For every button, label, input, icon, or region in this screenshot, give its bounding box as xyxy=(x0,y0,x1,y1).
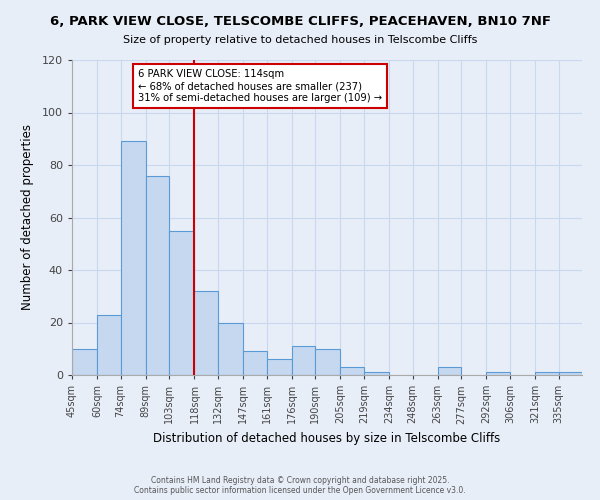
Text: Size of property relative to detached houses in Telscombe Cliffs: Size of property relative to detached ho… xyxy=(123,35,477,45)
Text: 6 PARK VIEW CLOSE: 114sqm
← 68% of detached houses are smaller (237)
31% of semi: 6 PARK VIEW CLOSE: 114sqm ← 68% of detac… xyxy=(139,70,382,102)
Bar xyxy=(121,142,146,375)
Bar xyxy=(559,372,582,375)
Bar xyxy=(72,349,97,375)
Bar xyxy=(535,372,559,375)
Bar xyxy=(146,176,169,375)
Bar xyxy=(194,291,218,375)
Bar xyxy=(97,314,121,375)
Text: 6, PARK VIEW CLOSE, TELSCOMBE CLIFFS, PEACEHAVEN, BN10 7NF: 6, PARK VIEW CLOSE, TELSCOMBE CLIFFS, PE… xyxy=(49,15,551,28)
Y-axis label: Number of detached properties: Number of detached properties xyxy=(20,124,34,310)
Bar xyxy=(292,346,315,375)
Bar xyxy=(218,322,243,375)
Bar xyxy=(340,367,364,375)
Bar xyxy=(243,352,266,375)
Text: Contains HM Land Registry data © Crown copyright and database right 2025.
Contai: Contains HM Land Registry data © Crown c… xyxy=(134,476,466,495)
Bar xyxy=(169,230,194,375)
Bar xyxy=(487,372,510,375)
X-axis label: Distribution of detached houses by size in Telscombe Cliffs: Distribution of detached houses by size … xyxy=(154,432,500,445)
Bar xyxy=(438,367,461,375)
Bar xyxy=(315,349,340,375)
Bar xyxy=(364,372,389,375)
Bar xyxy=(266,359,292,375)
